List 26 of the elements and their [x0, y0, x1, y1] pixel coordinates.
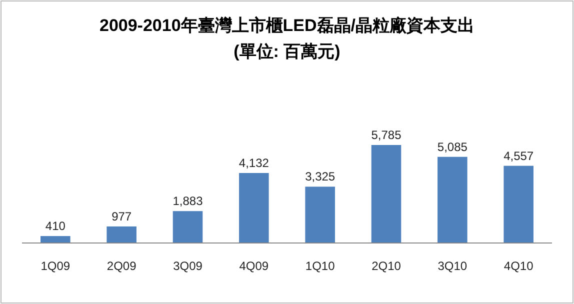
x-tick-label: 2Q09 [106, 259, 137, 273]
bar [305, 186, 335, 243]
bar [504, 166, 534, 243]
data-label: 5,785 [371, 128, 402, 142]
data-label: 410 [45, 219, 66, 234]
chart-subtitle: (單位: 百萬元) [234, 42, 340, 61]
data-label: 5,085 [437, 140, 468, 154]
chart-title: 2009-2010年臺灣上市櫃LED磊晶/晶粒廠資本支出 [99, 16, 475, 35]
x-tick-label: 1Q10 [305, 259, 336, 273]
bar [40, 236, 70, 243]
x-tick-label: 4Q10 [504, 259, 534, 273]
data-label: 3,325 [305, 170, 336, 184]
bar [172, 211, 203, 243]
bar [438, 156, 468, 243]
x-tick-label: 1Q09 [40, 259, 70, 273]
data-label: 4,132 [238, 156, 270, 170]
bar [371, 145, 402, 243]
x-tick-label: 3Q10 [438, 259, 468, 273]
bar [106, 226, 136, 243]
x-tick-label: 2Q10 [372, 259, 402, 273]
data-label: 1,883 [172, 194, 204, 208]
data-label: 977 [112, 209, 132, 224]
x-tick-label: 3Q09 [173, 259, 203, 273]
data-label: 4,557 [504, 148, 534, 163]
bar [239, 173, 269, 243]
x-tick-label: 4Q09 [239, 259, 269, 273]
